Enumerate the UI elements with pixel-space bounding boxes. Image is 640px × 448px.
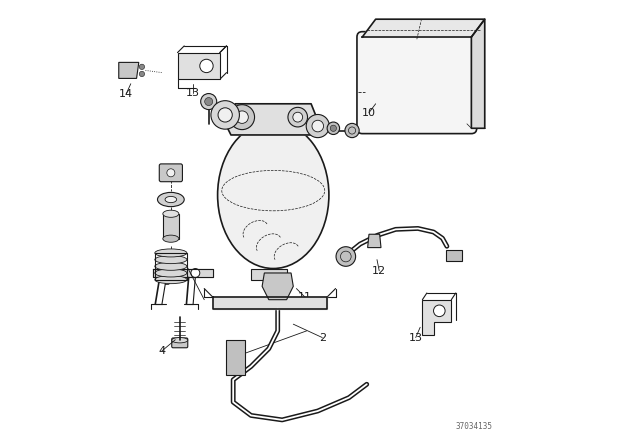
Polygon shape xyxy=(472,19,484,128)
Ellipse shape xyxy=(155,262,187,270)
Text: 5: 5 xyxy=(266,248,272,258)
Ellipse shape xyxy=(157,192,184,207)
Ellipse shape xyxy=(155,276,187,284)
Ellipse shape xyxy=(155,256,187,263)
Circle shape xyxy=(293,112,303,122)
Circle shape xyxy=(312,120,324,132)
Text: 7: 7 xyxy=(222,108,229,118)
Ellipse shape xyxy=(218,121,329,268)
Polygon shape xyxy=(177,52,220,79)
FancyBboxPatch shape xyxy=(159,164,182,182)
Circle shape xyxy=(236,111,248,123)
Text: 37034135: 37034135 xyxy=(455,422,492,431)
Text: 9: 9 xyxy=(293,250,300,260)
Polygon shape xyxy=(262,273,293,300)
Polygon shape xyxy=(367,234,381,248)
Circle shape xyxy=(140,64,145,69)
Circle shape xyxy=(230,105,255,129)
Polygon shape xyxy=(422,300,451,335)
Polygon shape xyxy=(251,268,287,280)
Text: 3: 3 xyxy=(163,277,170,287)
Polygon shape xyxy=(227,104,320,135)
Polygon shape xyxy=(119,62,139,78)
Circle shape xyxy=(330,125,337,131)
Polygon shape xyxy=(213,297,326,309)
FancyBboxPatch shape xyxy=(357,32,477,134)
Text: 4: 4 xyxy=(158,346,166,356)
Circle shape xyxy=(288,108,308,127)
Ellipse shape xyxy=(155,269,187,277)
Ellipse shape xyxy=(163,235,179,242)
Circle shape xyxy=(201,94,217,110)
Circle shape xyxy=(205,98,212,106)
Text: 10: 10 xyxy=(362,108,376,118)
Polygon shape xyxy=(153,268,213,277)
Text: 14: 14 xyxy=(119,89,133,99)
Polygon shape xyxy=(163,214,179,239)
FancyBboxPatch shape xyxy=(172,338,188,348)
Polygon shape xyxy=(362,19,484,37)
Circle shape xyxy=(191,268,200,277)
Ellipse shape xyxy=(172,337,188,343)
Circle shape xyxy=(327,122,340,134)
Circle shape xyxy=(336,247,356,266)
Circle shape xyxy=(433,305,445,317)
Circle shape xyxy=(167,169,175,177)
Text: 8: 8 xyxy=(160,168,167,178)
Circle shape xyxy=(211,101,239,129)
Circle shape xyxy=(306,115,330,138)
Text: 13: 13 xyxy=(186,88,200,98)
Polygon shape xyxy=(226,340,245,375)
Circle shape xyxy=(345,123,359,138)
Ellipse shape xyxy=(165,196,177,202)
Circle shape xyxy=(218,108,232,122)
Text: 2: 2 xyxy=(319,332,326,343)
Text: 11: 11 xyxy=(298,293,312,302)
Text: 6: 6 xyxy=(235,121,242,131)
Text: 12: 12 xyxy=(372,266,387,276)
Circle shape xyxy=(200,59,213,73)
Circle shape xyxy=(165,267,177,279)
Text: 1: 1 xyxy=(274,252,281,263)
Circle shape xyxy=(140,71,145,77)
Ellipse shape xyxy=(155,249,187,257)
Ellipse shape xyxy=(163,210,179,217)
Polygon shape xyxy=(445,250,463,260)
Text: 13: 13 xyxy=(409,332,423,343)
